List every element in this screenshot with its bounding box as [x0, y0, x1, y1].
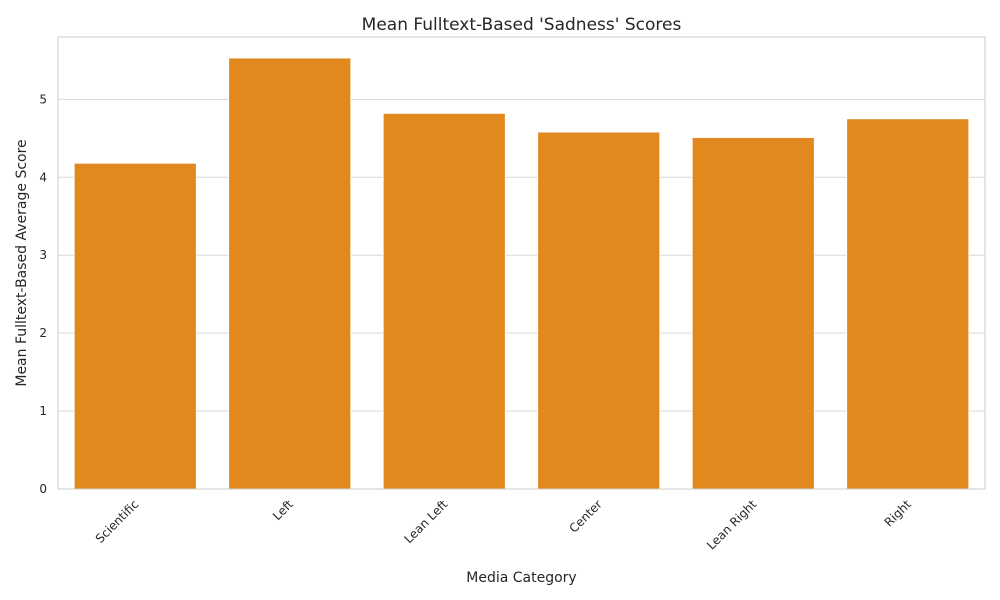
chart-title: Mean Fulltext-Based 'Sadness' Scores [362, 15, 682, 35]
bars [73, 57, 970, 490]
bar [846, 118, 970, 490]
y-tick-label: 3 [39, 248, 47, 262]
y-tick-labels: 0 1 2 3 4 5 [39, 92, 47, 496]
x-tick-label: Center [566, 497, 605, 536]
y-tick-label: 0 [39, 482, 47, 496]
bar [228, 57, 352, 490]
x-axis-label: Media Category [466, 570, 576, 586]
x-tick-labels: Scientific Left Lean Left Center Lean Right R… [93, 497, 914, 553]
plot-frame [57, 36, 986, 490]
y-tick-label: 5 [39, 92, 47, 106]
x-tick-label: Left [270, 497, 296, 523]
y-tick-label: 1 [39, 404, 47, 418]
x-tick-label: Scientific [93, 497, 142, 546]
x-tick-label: Lean Right [704, 497, 760, 553]
y-tick-label: 2 [39, 326, 47, 340]
bar [691, 137, 815, 490]
bar [73, 162, 197, 490]
bar [382, 112, 506, 490]
y-tick-label: 4 [39, 170, 47, 184]
gridlines [58, 98, 985, 412]
x-tick-label: Lean Left [401, 497, 450, 546]
x-tick-label: Right [882, 497, 914, 529]
bar [537, 131, 661, 490]
y-axis-label: Mean Fulltext-Based Average Score [14, 139, 30, 386]
